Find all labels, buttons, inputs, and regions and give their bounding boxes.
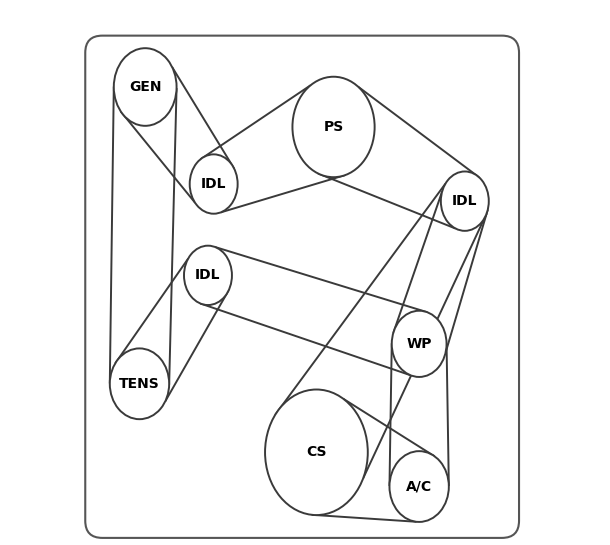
Ellipse shape (265, 390, 368, 515)
Ellipse shape (441, 172, 489, 231)
Text: CS: CS (306, 445, 327, 459)
Text: PS: PS (323, 120, 343, 134)
Ellipse shape (184, 246, 232, 305)
Ellipse shape (292, 77, 375, 177)
Text: GEN: GEN (129, 80, 162, 94)
Ellipse shape (389, 451, 449, 522)
Ellipse shape (190, 154, 238, 214)
Ellipse shape (392, 311, 447, 377)
Text: WP: WP (406, 337, 432, 351)
Ellipse shape (110, 348, 169, 419)
Text: A/C: A/C (406, 480, 432, 494)
Text: IDL: IDL (201, 177, 226, 191)
Text: IDL: IDL (452, 194, 478, 208)
Text: IDL: IDL (195, 268, 221, 282)
Ellipse shape (114, 48, 176, 126)
Text: TENS: TENS (119, 377, 160, 391)
